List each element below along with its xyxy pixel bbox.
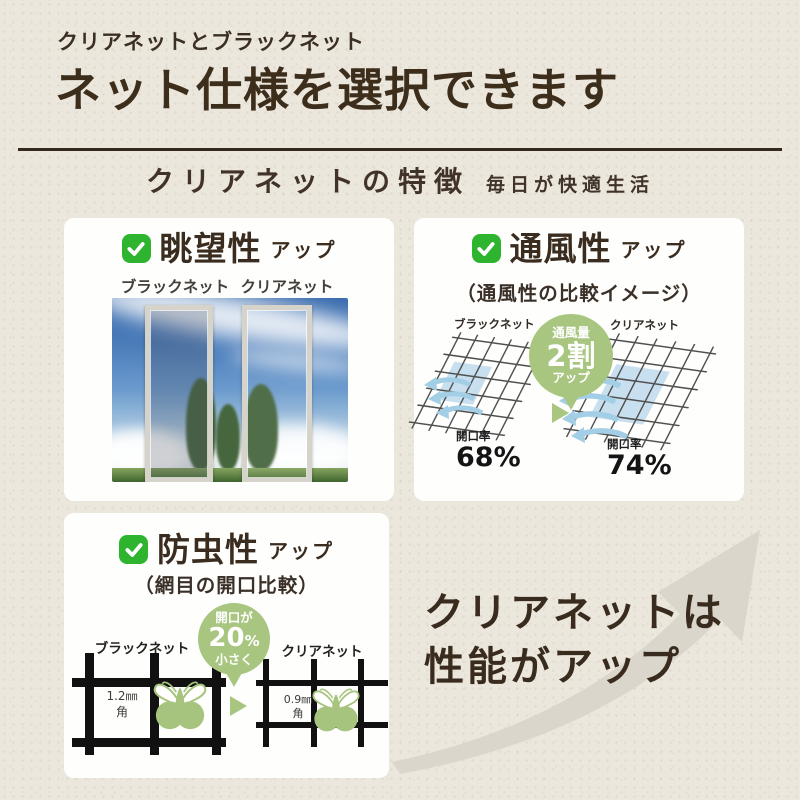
badge-top-text: 開口が	[215, 609, 253, 625]
card-airflow: 通風性 アップ （通風性の比較イメージ） ブラックネット クリアネット	[408, 218, 744, 501]
check-icon	[121, 234, 151, 263]
mesh-size-unit: 角	[292, 707, 304, 721]
open-rate-right: 開口率 74%	[607, 437, 672, 481]
section-title: クリアネットの特徴	[145, 165, 470, 198]
open-rate-value: 74%	[607, 449, 672, 481]
badge-big-text: 2割	[546, 338, 596, 373]
page-title: ネット仕様を選択できます	[55, 63, 619, 117]
kicker-text: クリアネットとブラックネット	[57, 30, 365, 54]
card-insect-suffix: アップ	[268, 539, 334, 563]
badge-bottom-text: 小さく	[215, 651, 253, 667]
black-net-label: ブラックネット	[120, 278, 230, 296]
sky-photo	[112, 298, 348, 482]
mesh-size-value: 1.2㎜	[106, 689, 138, 703]
card-insect-title: 防虫性	[157, 530, 259, 569]
tree	[244, 384, 278, 470]
check-icon	[119, 535, 148, 564]
checkmark-glyph	[477, 241, 495, 256]
mesh-size-right: 0.9㎜ 角	[268, 693, 328, 722]
card-insect: 防虫性 アップ （網目の開口比較） ブラックネット クリアネット 1.2㎜ 角	[64, 513, 389, 778]
card-view: 眺望性 アップ ブラックネット クリアネット	[64, 218, 394, 501]
card-view-suffix: アップ	[270, 238, 337, 262]
clear-net-panel	[242, 305, 312, 482]
card-airflow-subtitle: （通風性の比較イメージ）	[456, 282, 702, 305]
badge-percent: %	[244, 632, 260, 651]
insect-badge: 開口が 20% 小さく	[198, 603, 270, 675]
mesh-size-left: 1.2㎜ 角	[92, 689, 152, 720]
right-triangle-icon	[230, 696, 247, 716]
clear-net-label: クリアネット	[240, 278, 334, 296]
footer-catchcopy: クリアネットは 性能がアップ	[424, 586, 725, 694]
moth-icon	[312, 688, 360, 732]
badge-big-text: 20%	[208, 625, 259, 652]
tree	[216, 404, 240, 470]
checkmark-glyph	[127, 241, 145, 256]
divider-line	[18, 148, 782, 151]
mesh-size-value: 0.9㎜	[283, 693, 313, 706]
section-heading: クリアネットの特徴 毎日が快適生活	[0, 160, 800, 200]
open-rate-value: 68%	[456, 441, 521, 473]
footer-line2: 性能がアップ	[424, 644, 682, 690]
open-rate-left: 開口率 68%	[456, 429, 521, 473]
card-airflow-suffix: アップ	[620, 238, 687, 262]
clear-net-label: クリアネット	[281, 644, 363, 660]
upward-arrow-graphic	[392, 530, 760, 774]
section-tagline: 毎日が快適生活	[486, 174, 655, 196]
mesh-size-unit: 角	[115, 704, 128, 719]
card-airflow-header: 通風性 アップ	[414, 232, 744, 265]
black-net-panel	[145, 305, 213, 482]
moth-icon	[153, 681, 207, 730]
wind-arrows-left	[424, 377, 484, 419]
check-icon	[471, 234, 501, 263]
black-net-label: ブラックネット	[94, 641, 190, 657]
badge-number: 20	[208, 623, 245, 654]
right-triangle-icon	[552, 403, 569, 423]
card-insect-subtitle: （網目の開口比較）	[134, 574, 319, 597]
clear-net-mesh	[563, 333, 717, 451]
checkmark-glyph	[124, 542, 143, 557]
open-rate-label: 開口率	[607, 437, 642, 451]
card-view-title: 眺望性	[159, 229, 262, 268]
black-net-label: ブラックネット	[454, 317, 535, 331]
black-net-grid	[72, 653, 226, 755]
clear-net-label: クリアネット	[610, 318, 679, 332]
badge-bottom-text: アップ	[552, 370, 590, 386]
airflow-badge: 通風量 2割 アップ	[529, 314, 613, 398]
card-airflow-title: 通風性	[509, 229, 612, 268]
open-rate-label: 開口率	[456, 429, 491, 443]
badge-top-text: 通風量	[552, 325, 590, 341]
card-insect-header: 防虫性 アップ	[64, 533, 389, 566]
card-view-header: 眺望性 アップ	[64, 232, 394, 265]
footer-line1: クリアネットは	[424, 590, 725, 636]
